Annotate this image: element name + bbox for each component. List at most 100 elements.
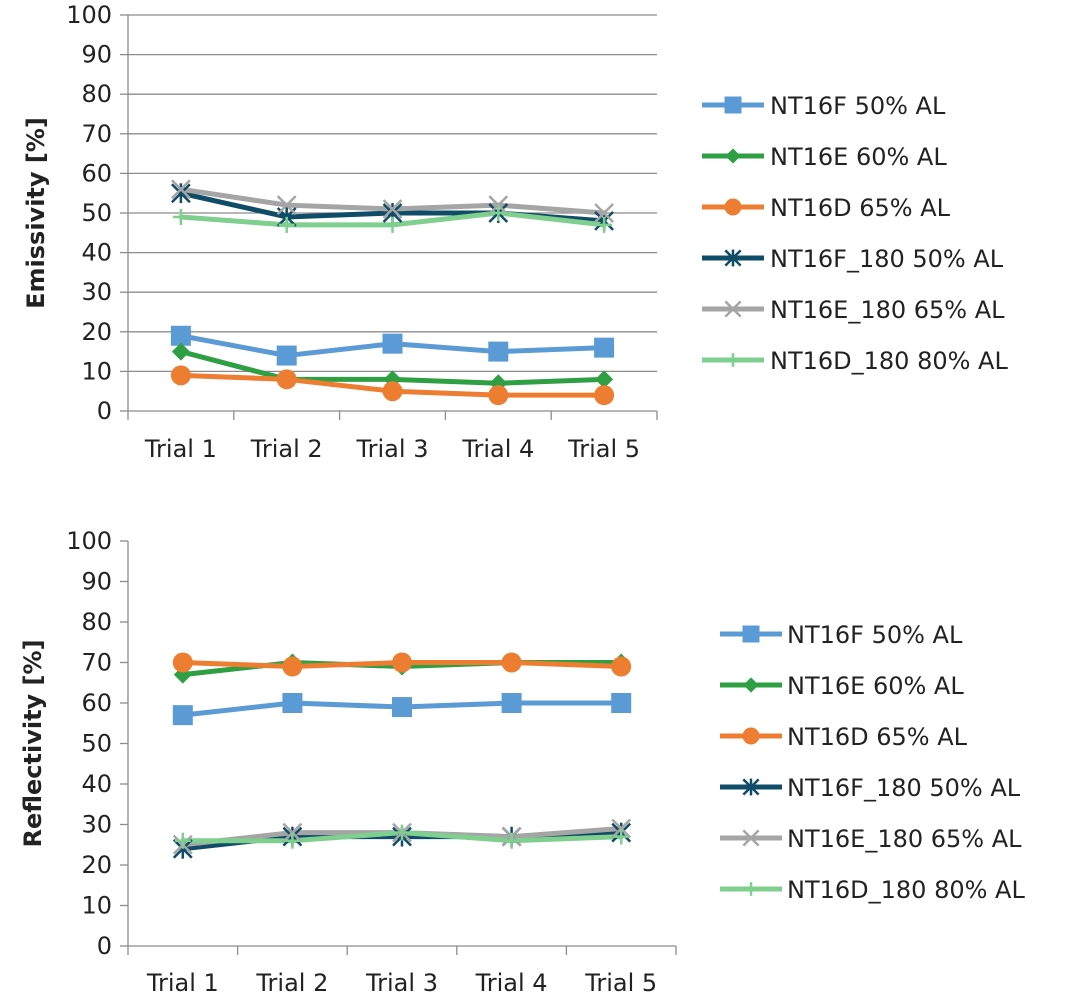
data-point [611,656,632,677]
legend-label: NT16E 60% AL [787,672,964,700]
y-tick-label: 100 [66,1,112,29]
y-tick-label: 10 [81,892,112,920]
legend-item: NT16E_180 65% AL [720,825,1022,853]
data-point [170,365,191,386]
data-point-stroke-b [171,179,191,200]
y-tick-label: 60 [81,159,112,187]
legend-marker [742,778,760,796]
data-point [174,832,191,849]
data-point [488,341,509,362]
y-tick-label: 70 [81,120,112,148]
legend-item: NT16E 60% AL [720,672,964,700]
data-point [382,199,403,219]
data-point [171,342,190,361]
chart-2: 0 10 20 30 40 50 60 70 80 90 100 Trial 1 Trial 2 Tria… [19,527,1025,997]
data-point [490,205,507,221]
data-point-shape [594,337,615,358]
y-tick-label: 40 [81,239,112,267]
data-point [611,693,632,713]
legend-item: NT16F 50% AL [720,621,963,649]
legend-marker [742,625,760,643]
data-point-shape [611,693,632,713]
data-point-shape [382,381,403,402]
data-point [488,385,509,406]
legend: NT16F 50% AL NT16E 60% AL NT16D 65% AL NT16… [720,621,1025,904]
data-point-shape [171,342,190,361]
data-point [394,824,410,841]
data-point-shape [501,652,522,673]
data-point-shape [594,385,615,406]
legend-marker [744,882,758,896]
y-tick-label: 50 [81,199,112,227]
data-point [594,385,615,406]
legend-item: NT16F_180 50% AL [702,245,1004,273]
data-point [392,652,412,673]
y-tick-label: 80 [81,80,112,108]
y-axis-title: Emissivity [%] [22,117,50,309]
x-category-label: Trial 5 [567,435,640,463]
data-point [172,705,193,726]
legend-marker-stroke-b [742,829,760,847]
x-category-label: Trial 4 [475,969,548,997]
data-point-shape [282,656,303,677]
x-category-label: Trial 1 [146,969,219,997]
data-point [170,325,191,346]
legend-marker [724,249,742,267]
legend-marker [724,300,742,318]
legend: NT16F 50% AL NT16E 60% AL NT16D 65% AL NT16… [702,92,1008,375]
legend-item: NT16D_180 80% AL [702,347,1008,375]
x-category-label: Trial 3 [356,435,429,463]
data-point-stroke-b [594,203,614,223]
legend-label: NT16D_180 80% AL [770,347,1008,375]
y-tick-label: 40 [81,770,112,798]
legend-label: NT16D 65% AL [787,723,968,751]
data-point [276,345,297,366]
legend-marker [724,198,742,216]
legend-label: NT16E_180 65% AL [770,296,1005,324]
data-point-stroke-b [611,818,632,839]
data-point-shape [172,652,193,673]
legend-label: NT16E 60% AL [770,143,947,171]
data-point-stroke-b [276,195,297,215]
y-tick-label: 50 [81,730,112,758]
legend-marker [742,727,760,745]
y-tick-label: 0 [97,932,112,960]
data-point [282,656,303,677]
data-point [172,208,189,225]
data-point [594,337,615,358]
legend-item: NT16F_180 50% AL [720,774,1021,802]
data-point-shape [488,385,509,406]
data-point-shape [276,369,297,390]
legend-label: NT16F_180 50% AL [770,245,1004,273]
x-category-label: Trial 3 [365,969,438,997]
data-point-shape [276,345,297,366]
y-tick-label: 60 [81,689,112,717]
legend-marker-shape [742,625,760,643]
data-point [282,822,303,843]
legend-marker [742,829,760,847]
y-axis-title: Reflectivity [%] [19,639,47,847]
legend-marker-shape [725,148,741,164]
data-point [613,828,630,845]
y-tick-label: 90 [81,568,112,596]
legend-item: NT16E 60% AL [702,143,947,171]
data-point-shape [170,325,191,346]
data-point [501,652,522,673]
legend-label: NT16F 50% AL [770,92,946,120]
data-point-shape [392,697,412,718]
data-point-stroke-b [282,822,303,843]
data-point-shape [501,693,522,713]
legend-marker-stroke-b [724,300,742,318]
legend-label: NT16D 65% AL [770,194,951,222]
legend-label: NT16F_180 50% AL [787,774,1021,802]
y-tick-label: 20 [81,318,112,346]
y-tick-label: 90 [81,41,112,69]
data-point [171,179,191,200]
legend-marker [724,96,742,114]
data-point-shape [595,370,614,389]
data-point-stroke-b [382,199,403,219]
legend-label: NT16F 50% AL [787,621,963,649]
y-tick-label: 30 [81,811,112,839]
data-point [382,333,403,354]
